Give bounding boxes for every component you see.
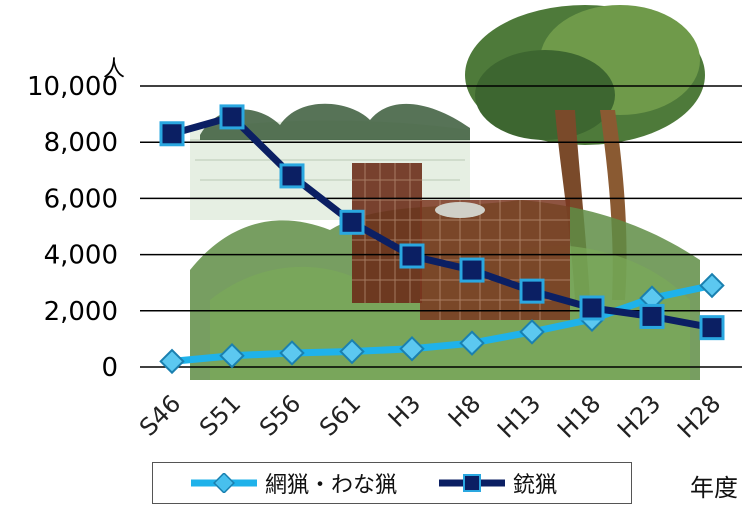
y-tick-label: 2,000 [44,297,118,327]
data-point-gun [519,278,545,304]
legend-marker-square [439,474,506,492]
data-point-gun [219,104,245,130]
y-axis-ticks: 0 2,000 4,000 6,000 8,000 10,000 [27,72,118,383]
x-tick-label: H3 [383,389,426,432]
x-axis-ticks: S46 S51 S56 S61 H3 H8 H13 H18 H23 H28 [133,388,728,445]
y-tick-label: 10,000 [27,72,118,102]
background-illustration [190,5,705,380]
x-axis-label: 年度 [690,474,738,502]
y-tick-label: 0 [101,353,118,383]
x-tick-label: S46 [134,389,186,441]
x-tick-label: H23 [612,389,666,443]
data-point-net-trap [279,340,305,366]
data-point-net-trap [519,319,545,345]
data-point-net-trap [699,272,725,299]
legend-item-net-trap: 網猟・わな猟 [189,467,397,499]
y-tick-label: 4,000 [44,241,118,271]
x-tick-label: S61 [314,389,366,441]
legend-label-net-trap: 網猟・わな猟 [265,473,398,498]
x-tick-label: H18 [552,389,606,443]
x-tick-label: H28 [672,389,726,443]
y-tick-label: 6,000 [44,184,118,214]
data-point-gun [279,163,305,189]
x-tick-label: S56 [254,389,306,441]
data-point-gun [159,121,185,147]
data-point-gun [639,303,665,329]
data-point-net-trap [339,338,365,365]
data-point-net-trap [459,330,485,356]
series-group [159,104,725,375]
x-tick-label: H13 [492,389,546,443]
data-point-gun [459,257,485,283]
data-point-net-trap [219,343,245,369]
series-line-gun [171,113,713,332]
x-tick-label: H8 [443,389,486,432]
legend-label-gun: 銃猟 [513,473,558,498]
legend: 網猟・わな猟 銃猟 [152,462,632,504]
data-point-gun [339,209,365,235]
data-point-net-trap [399,336,425,362]
data-point-gun [699,315,725,341]
legend-item-gun: 銃猟 [437,467,557,499]
x-tick-label: S51 [194,389,246,441]
data-point-net-trap [639,285,665,311]
y-axis-unit: 人 [103,57,125,82]
data-point-gun [399,243,425,269]
legend-marker-diamond [191,473,257,493]
y-tick-label: 8,000 [44,128,118,158]
data-point-net-trap [159,348,185,375]
data-point-gun [579,295,605,321]
